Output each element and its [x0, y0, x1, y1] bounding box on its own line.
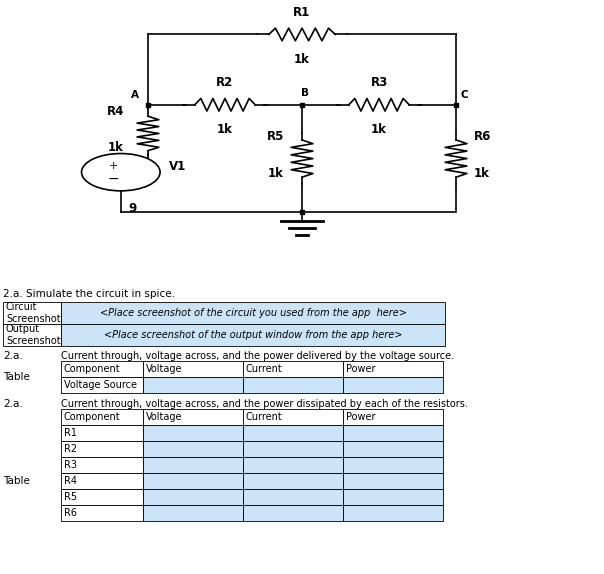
- FancyBboxPatch shape: [343, 505, 443, 521]
- Text: Output
Screenshot: Output Screenshot: [6, 324, 60, 346]
- Text: 1k: 1k: [108, 141, 124, 154]
- Text: Power: Power: [346, 364, 376, 374]
- FancyBboxPatch shape: [143, 377, 243, 393]
- Text: R2: R2: [64, 444, 77, 454]
- FancyBboxPatch shape: [343, 457, 443, 473]
- Text: C: C: [461, 91, 469, 100]
- FancyBboxPatch shape: [61, 457, 143, 473]
- FancyBboxPatch shape: [61, 361, 143, 377]
- Text: 2.a.: 2.a.: [3, 351, 23, 361]
- Text: Table: Table: [3, 476, 30, 486]
- FancyBboxPatch shape: [143, 473, 243, 489]
- Text: B: B: [301, 88, 309, 98]
- Text: Power: Power: [346, 412, 376, 422]
- FancyBboxPatch shape: [61, 441, 143, 457]
- Text: R4: R4: [106, 104, 124, 118]
- FancyBboxPatch shape: [243, 377, 343, 393]
- FancyBboxPatch shape: [61, 473, 143, 489]
- FancyBboxPatch shape: [143, 441, 243, 457]
- Text: Component: Component: [64, 364, 121, 374]
- FancyBboxPatch shape: [61, 489, 143, 505]
- Text: Table: Table: [3, 372, 30, 382]
- Text: R5: R5: [64, 492, 77, 502]
- FancyBboxPatch shape: [143, 457, 243, 473]
- FancyBboxPatch shape: [343, 473, 443, 489]
- Text: R6: R6: [64, 508, 77, 518]
- FancyBboxPatch shape: [61, 409, 143, 425]
- Text: 1k: 1k: [371, 123, 387, 137]
- Text: <Place screenshot of the circuit you used from the app  here>: <Place screenshot of the circuit you use…: [100, 308, 406, 318]
- FancyBboxPatch shape: [343, 377, 443, 393]
- FancyBboxPatch shape: [61, 505, 143, 521]
- FancyBboxPatch shape: [243, 441, 343, 457]
- FancyBboxPatch shape: [243, 361, 343, 377]
- FancyBboxPatch shape: [343, 361, 443, 377]
- FancyBboxPatch shape: [3, 302, 61, 324]
- Text: R1: R1: [294, 6, 310, 18]
- FancyBboxPatch shape: [61, 377, 143, 393]
- FancyBboxPatch shape: [243, 473, 343, 489]
- Text: R6: R6: [474, 130, 492, 143]
- Text: R3: R3: [64, 460, 77, 470]
- Text: 1k: 1k: [217, 123, 233, 137]
- FancyBboxPatch shape: [343, 489, 443, 505]
- FancyBboxPatch shape: [61, 324, 445, 346]
- FancyBboxPatch shape: [243, 489, 343, 505]
- Text: Current: Current: [246, 364, 283, 374]
- Text: R3: R3: [370, 76, 388, 89]
- Text: <Place screenshot of the output window from the app here>: <Place screenshot of the output window f…: [104, 330, 402, 340]
- Text: Current through, voltage across, and the power delivered by the voltage source.: Current through, voltage across, and the…: [61, 351, 454, 361]
- Text: R5: R5: [266, 130, 284, 143]
- Text: Voltage: Voltage: [146, 412, 182, 422]
- Text: +: +: [109, 161, 118, 171]
- FancyBboxPatch shape: [243, 425, 343, 441]
- FancyBboxPatch shape: [143, 505, 243, 521]
- FancyBboxPatch shape: [143, 409, 243, 425]
- FancyBboxPatch shape: [243, 457, 343, 473]
- Text: Current through, voltage across, and the power dissipated by each of the resisto: Current through, voltage across, and the…: [61, 399, 468, 409]
- Text: Component: Component: [64, 412, 121, 422]
- FancyBboxPatch shape: [61, 302, 445, 324]
- FancyBboxPatch shape: [243, 409, 343, 425]
- FancyBboxPatch shape: [3, 324, 61, 346]
- Text: 2.a. Simulate the circuit in spice.: 2.a. Simulate the circuit in spice.: [3, 289, 175, 299]
- FancyBboxPatch shape: [343, 425, 443, 441]
- Text: R1: R1: [64, 428, 77, 438]
- Text: 2.a.: 2.a.: [3, 399, 23, 409]
- Text: 1k: 1k: [268, 167, 284, 180]
- Text: V1: V1: [169, 160, 187, 173]
- FancyBboxPatch shape: [343, 409, 443, 425]
- Text: A: A: [131, 91, 139, 100]
- FancyBboxPatch shape: [343, 441, 443, 457]
- Text: 9: 9: [129, 202, 137, 215]
- Text: Voltage: Voltage: [146, 364, 182, 374]
- Text: 1k: 1k: [294, 53, 310, 66]
- Text: Current: Current: [246, 412, 283, 422]
- Text: 1k: 1k: [474, 167, 490, 180]
- Text: R2: R2: [216, 76, 234, 89]
- FancyBboxPatch shape: [61, 425, 143, 441]
- Text: R4: R4: [64, 476, 77, 486]
- FancyBboxPatch shape: [143, 489, 243, 505]
- FancyBboxPatch shape: [143, 361, 243, 377]
- FancyBboxPatch shape: [143, 425, 243, 441]
- FancyBboxPatch shape: [243, 505, 343, 521]
- Text: −: −: [108, 172, 120, 185]
- Text: Circuit
Screenshot: Circuit Screenshot: [6, 302, 60, 324]
- Text: Voltage Source: Voltage Source: [64, 380, 137, 390]
